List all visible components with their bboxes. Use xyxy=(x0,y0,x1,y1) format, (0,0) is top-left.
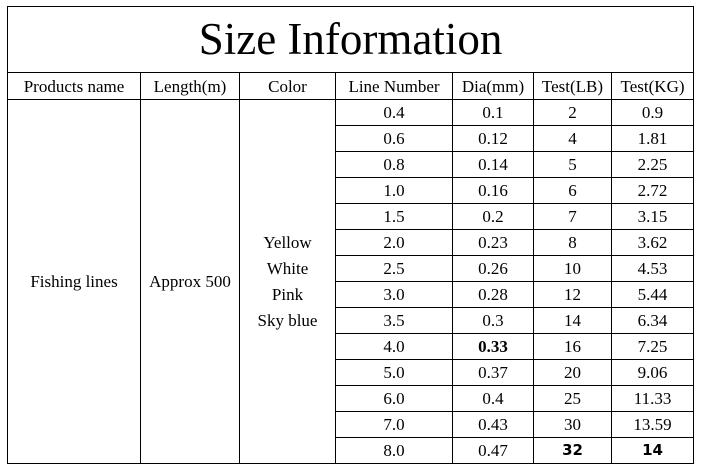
length-cell: Approx 500 xyxy=(140,99,240,464)
table-cell: 8.0 xyxy=(335,437,453,464)
table-cell: 3.0 xyxy=(335,281,453,308)
table-cell: 0.23 xyxy=(452,229,534,256)
table-cell: 6 xyxy=(533,177,612,204)
table-cell: 14 xyxy=(610,437,695,464)
column-header: Length(m) xyxy=(140,72,240,100)
table-cell: 2 xyxy=(533,99,612,126)
table-cell: 0.4 xyxy=(452,385,534,412)
table-cell: 5.0 xyxy=(335,359,453,386)
table-row: 0.8 0.14 5 2.25 xyxy=(8,151,695,178)
table-cell: 16 xyxy=(533,333,612,360)
table-cell: 32 xyxy=(533,437,612,464)
table-row: 7.0 0.43 30 13.59 xyxy=(8,411,695,438)
table-cell: 2.5 xyxy=(335,255,453,282)
table-row: 1.0 0.16 6 2.72 xyxy=(8,177,695,204)
table-row: Fishing lines Approx 500 Yellow White Pink Sk… xyxy=(7,99,695,464)
column-header: Test(KG) xyxy=(610,72,695,100)
table-cell: 0.9 xyxy=(610,99,695,126)
table-cell: 5.44 xyxy=(610,281,695,308)
table-cell: 2.25 xyxy=(610,151,695,178)
table-cell: 7.25 xyxy=(610,333,695,360)
product-name-cell: Fishing lines xyxy=(7,99,141,464)
table-cell: 3.5 xyxy=(335,307,453,334)
table-cell: 30 xyxy=(533,411,612,438)
table-cell: 4.53 xyxy=(610,255,695,282)
table-cell: 0.47 xyxy=(452,437,534,464)
table-cell: 25 xyxy=(533,385,612,412)
column-header: Test(LB) xyxy=(533,72,612,100)
column-header: Color xyxy=(239,72,336,100)
color-option: Pink xyxy=(271,284,304,304)
table-cell: 0.14 xyxy=(452,151,534,178)
table-cell: 1.5 xyxy=(335,203,453,230)
table-row: 2.0 0.23 8 3.62 xyxy=(8,229,695,256)
table-cell: 6.0 xyxy=(335,385,453,412)
table-cell: 20 xyxy=(533,359,612,386)
table-cell: 0.43 xyxy=(452,411,534,438)
table-cell: 0.33 xyxy=(452,333,534,360)
table-cell: 0.37 xyxy=(452,359,534,386)
table-cell: 10 xyxy=(533,255,612,282)
table-cell: 0.1 xyxy=(452,99,534,126)
table-cell: 2.72 xyxy=(610,177,695,204)
table-cell: 4.0 xyxy=(335,333,453,360)
table-cell: 0.12 xyxy=(452,125,534,152)
table-cell: 3.62 xyxy=(610,229,695,256)
table-cell: 13.59 xyxy=(610,411,695,438)
column-header: Products name xyxy=(7,72,141,100)
table-cell: 11.33 xyxy=(610,385,695,412)
table-cell: 0.6 xyxy=(335,125,453,152)
color-option: Sky blue xyxy=(257,310,318,330)
table-cell: 12 xyxy=(533,281,612,308)
table-cell: 7.0 xyxy=(335,411,453,438)
table-cell: 0.4 xyxy=(335,99,453,126)
table-cell: 5 xyxy=(533,151,612,178)
table-row: 1.5 0.2 7 3.15 xyxy=(8,203,695,230)
table-cell: 6.34 xyxy=(610,307,695,334)
table-cell: 9.06 xyxy=(610,359,695,386)
table-cell: 0.2 xyxy=(452,203,534,230)
table-row: 2.5 0.26 10 4.53 xyxy=(8,255,695,282)
table-title: Size Information xyxy=(6,6,695,73)
table-cell: 0.8 xyxy=(335,151,453,178)
color-option: White xyxy=(266,258,309,278)
color-cell: Yellow White Pink Sky blue xyxy=(239,99,336,464)
color-option: Yellow xyxy=(263,232,312,252)
table-cell: 7 xyxy=(533,203,612,230)
table-row: 6.0 0.4 25 11.33 xyxy=(8,385,695,412)
size-table: Size Information Products name Length(m) C… xyxy=(6,6,695,464)
column-header: Line Number xyxy=(335,72,453,100)
table-cell: 1.0 xyxy=(335,177,453,204)
column-header: Dia(mm) xyxy=(452,72,534,100)
table-cell: 4 xyxy=(533,125,612,152)
table-cell: 2.0 xyxy=(335,229,453,256)
table-row: 8.0 0.47 32 14 xyxy=(8,437,695,464)
table-cell: 0.16 xyxy=(452,177,534,204)
table-cell: 14 xyxy=(533,307,612,334)
table-row: 3.0 0.28 12 5.44 xyxy=(8,281,695,308)
table-cell: 1.81 xyxy=(610,125,695,152)
table-cell: 3.15 xyxy=(610,203,695,230)
table-cell: 8 xyxy=(533,229,612,256)
table-row: 5.0 0.37 20 9.06 xyxy=(8,359,695,386)
table-cell: 0.26 xyxy=(452,255,534,282)
table-row: 4.0 0.33 16 7.25 xyxy=(8,333,695,360)
table-row: 3.5 0.3 14 6.34 xyxy=(8,307,695,334)
table-cell: 0.28 xyxy=(452,281,534,308)
table-cell: 0.3 xyxy=(452,307,534,334)
